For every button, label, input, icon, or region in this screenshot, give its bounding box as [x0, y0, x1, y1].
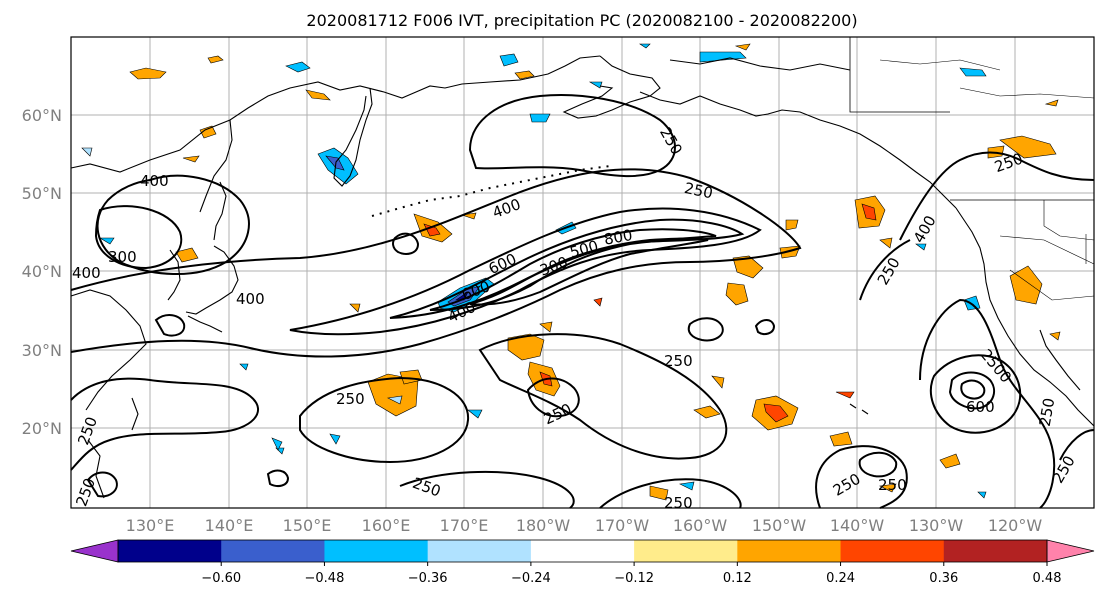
- lon-label: 130°E: [126, 516, 175, 535]
- colorbar-tick-label: −0.48: [305, 571, 345, 586]
- colorbar-segment: [737, 540, 842, 562]
- precip-shading: [81, 43, 1061, 501]
- lat-label: 60°N: [22, 106, 62, 125]
- contour-label: 400: [72, 264, 101, 282]
- contour-label: 250: [1036, 397, 1059, 428]
- colorbar-ticks: −0.60 −0.48 −0.36 −0.24 −0.12 0.12 0.24 0.36 0.4…: [201, 562, 1062, 586]
- colorbar-segment: [118, 540, 222, 562]
- latitude-labels: 60°N 50°N 40°N 30°N 20°N: [22, 106, 62, 438]
- lon-label: 170°W: [595, 516, 650, 535]
- colorbar-segment: [634, 540, 738, 562]
- colorbar: −0.60 −0.48 −0.36 −0.24 −0.12 0.12 0.24 0.36 0.4…: [70, 539, 1095, 586]
- lon-label: 160°W: [673, 516, 728, 535]
- lon-label: 180°W: [516, 516, 571, 535]
- contour-label: 400: [236, 290, 265, 308]
- contour-label: 250: [336, 390, 365, 408]
- contour-label: 250: [683, 179, 715, 203]
- colorbar-segment: [324, 540, 429, 562]
- map-panel: 400 300 400 400 250 400 250 600 300 500 …: [70, 36, 1095, 512]
- contour-label: 300: [108, 248, 137, 266]
- contour-label: 600: [966, 398, 995, 416]
- map-title: 2020081712 F006 IVT, precipitation PC (2…: [306, 11, 857, 30]
- ivt-contours: [70, 94, 1095, 509]
- contour-label: 400: [140, 172, 169, 190]
- contour-label: 800: [603, 226, 634, 249]
- lat-label: 30°N: [22, 341, 62, 360]
- colorbar-segment: [530, 540, 635, 562]
- colorbar-segment: [840, 540, 945, 562]
- colorbar-tick-label: 0.12: [723, 571, 752, 586]
- lon-label: 170°E: [440, 516, 489, 535]
- contour-label: 250: [878, 476, 907, 494]
- colorbar-segment: [943, 540, 1048, 562]
- colorbar-segment: [221, 540, 325, 562]
- lat-label: 50°N: [22, 184, 62, 203]
- contour-label: 250: [664, 352, 693, 370]
- colorbar-extend-max: [1046, 539, 1095, 563]
- map-frame: [70, 36, 1095, 509]
- colorbar-tick-label: 0.36: [929, 571, 958, 586]
- coastlines: [70, 37, 1095, 499]
- colorbar-extend-min: [70, 539, 119, 563]
- colorbar-segments: [118, 540, 1048, 562]
- lon-label: 120°W: [988, 516, 1043, 535]
- longitude-labels: 130°E 140°E 150°E 160°E 170°E 180°W 170°…: [126, 516, 1043, 535]
- colorbar-tick-label: 0.48: [1033, 571, 1062, 586]
- lat-label: 20°N: [22, 419, 62, 438]
- lon-label: 140°E: [205, 516, 254, 535]
- lon-label: 160°E: [362, 516, 411, 535]
- colorbar-segment: [427, 540, 532, 562]
- lon-label: 150°W: [752, 516, 807, 535]
- colorbar-tick-label: −0.12: [614, 571, 654, 586]
- lon-label: 150°E: [283, 516, 332, 535]
- colorbar-tick-label: −0.24: [511, 571, 551, 586]
- lat-label: 40°N: [22, 262, 62, 281]
- colorbar-tick-label: 0.24: [826, 571, 855, 586]
- colorbar-tick-label: −0.36: [408, 571, 448, 586]
- colorbar-tick-label: −0.60: [201, 571, 241, 586]
- lon-label: 130°W: [909, 516, 964, 535]
- lon-label: 140°W: [830, 516, 885, 535]
- contour-label: 250: [664, 494, 693, 512]
